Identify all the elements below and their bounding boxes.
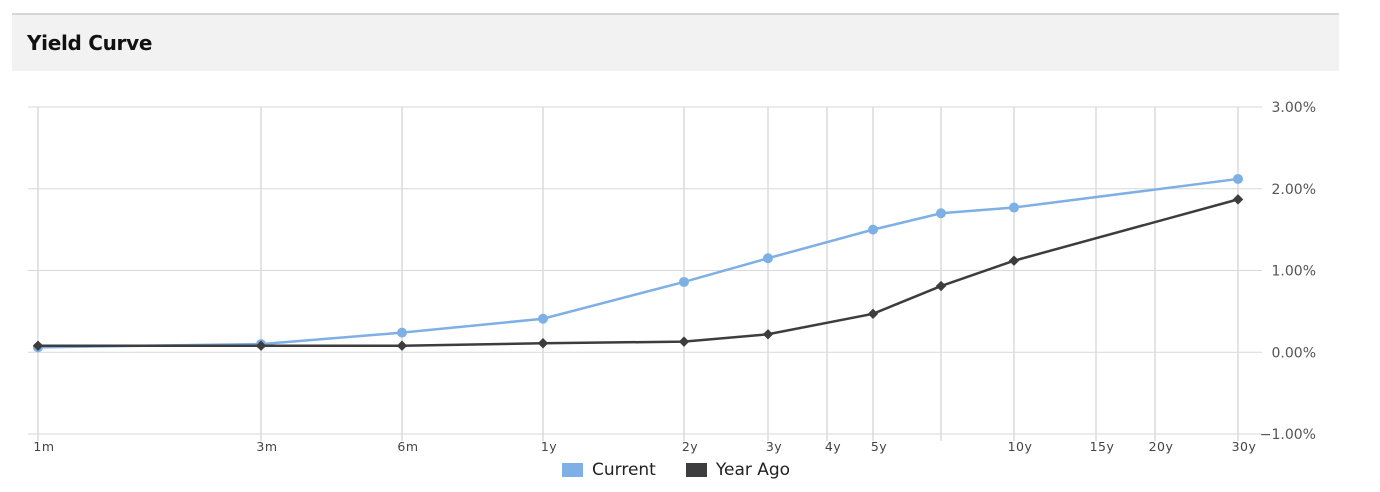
data-point[interactable] (868, 224, 878, 235)
x-tick-label: 1m (33, 439, 54, 454)
legend-label: Year Ago (715, 460, 791, 480)
data-point[interactable] (32, 340, 44, 351)
x-tick-label: 2y (682, 439, 698, 454)
data-point[interactable] (678, 336, 690, 347)
x-tick-label: 1y (541, 439, 557, 454)
data-point[interactable] (1009, 202, 1019, 213)
x-tick-label: 15y (1090, 439, 1115, 454)
legend-swatch (685, 463, 707, 477)
x-tick-label: 4y (825, 439, 841, 454)
series-current (33, 173, 1243, 353)
data-point[interactable] (255, 340, 267, 351)
x-tick-label: 10y (1008, 439, 1033, 454)
data-point[interactable] (679, 276, 689, 287)
legend-item-current[interactable]: Current (562, 460, 656, 480)
data-point[interactable] (538, 313, 548, 324)
y-axis-tick-labels: 3.00% 2.00% 1.00% 0.00% −1.00% (1260, 100, 1316, 443)
vertical-grid (37, 107, 1239, 441)
data-point[interactable] (867, 308, 879, 320)
series-year-ago (32, 194, 1244, 351)
y-tick-label: 3.00% (1272, 100, 1316, 116)
series-line (38, 198, 1239, 347)
y-tick-label: −1.00% (1260, 427, 1316, 443)
legend-swatch (562, 463, 583, 477)
series-line (37, 177, 1239, 349)
legend-label: Current (592, 460, 656, 480)
x-tick-label: 6m (397, 439, 418, 454)
x-tick-label: 20y (1149, 439, 1174, 454)
data-point[interactable] (936, 208, 946, 219)
horizontal-grid (28, 106, 1262, 435)
y-tick-label: 2.00% (1272, 182, 1316, 198)
x-tick-label: 30y (1232, 439, 1257, 454)
panel-title: Yield Curve (27, 31, 153, 55)
data-point[interactable] (935, 280, 947, 292)
x-tick-label: 3m (256, 439, 277, 454)
data-point[interactable] (1232, 194, 1244, 205)
y-tick-label: 0.00% (1272, 345, 1316, 361)
panel-header: Yield Curve (12, 13, 1339, 71)
data-point[interactable] (763, 253, 773, 264)
y-tick-label: 1.00% (1272, 264, 1316, 280)
legend-item-year-ago[interactable]: Year Ago (685, 460, 791, 480)
data-point[interactable] (1008, 255, 1020, 266)
x-axis-tick-labels: 1m 3m 6m 1y 2y 3y 4y 5y 10y 15y 20y 30y (33, 439, 1256, 454)
series-layer (32, 173, 1244, 353)
data-point[interactable] (396, 340, 408, 351)
x-tick-label: 3y (766, 439, 782, 454)
data-point[interactable] (537, 338, 549, 349)
data-point[interactable] (397, 327, 407, 338)
chart-legend: Current Year Ago (562, 458, 820, 482)
data-point[interactable] (762, 329, 774, 340)
x-tick-label: 5y (871, 439, 887, 454)
data-point[interactable] (1233, 173, 1243, 184)
